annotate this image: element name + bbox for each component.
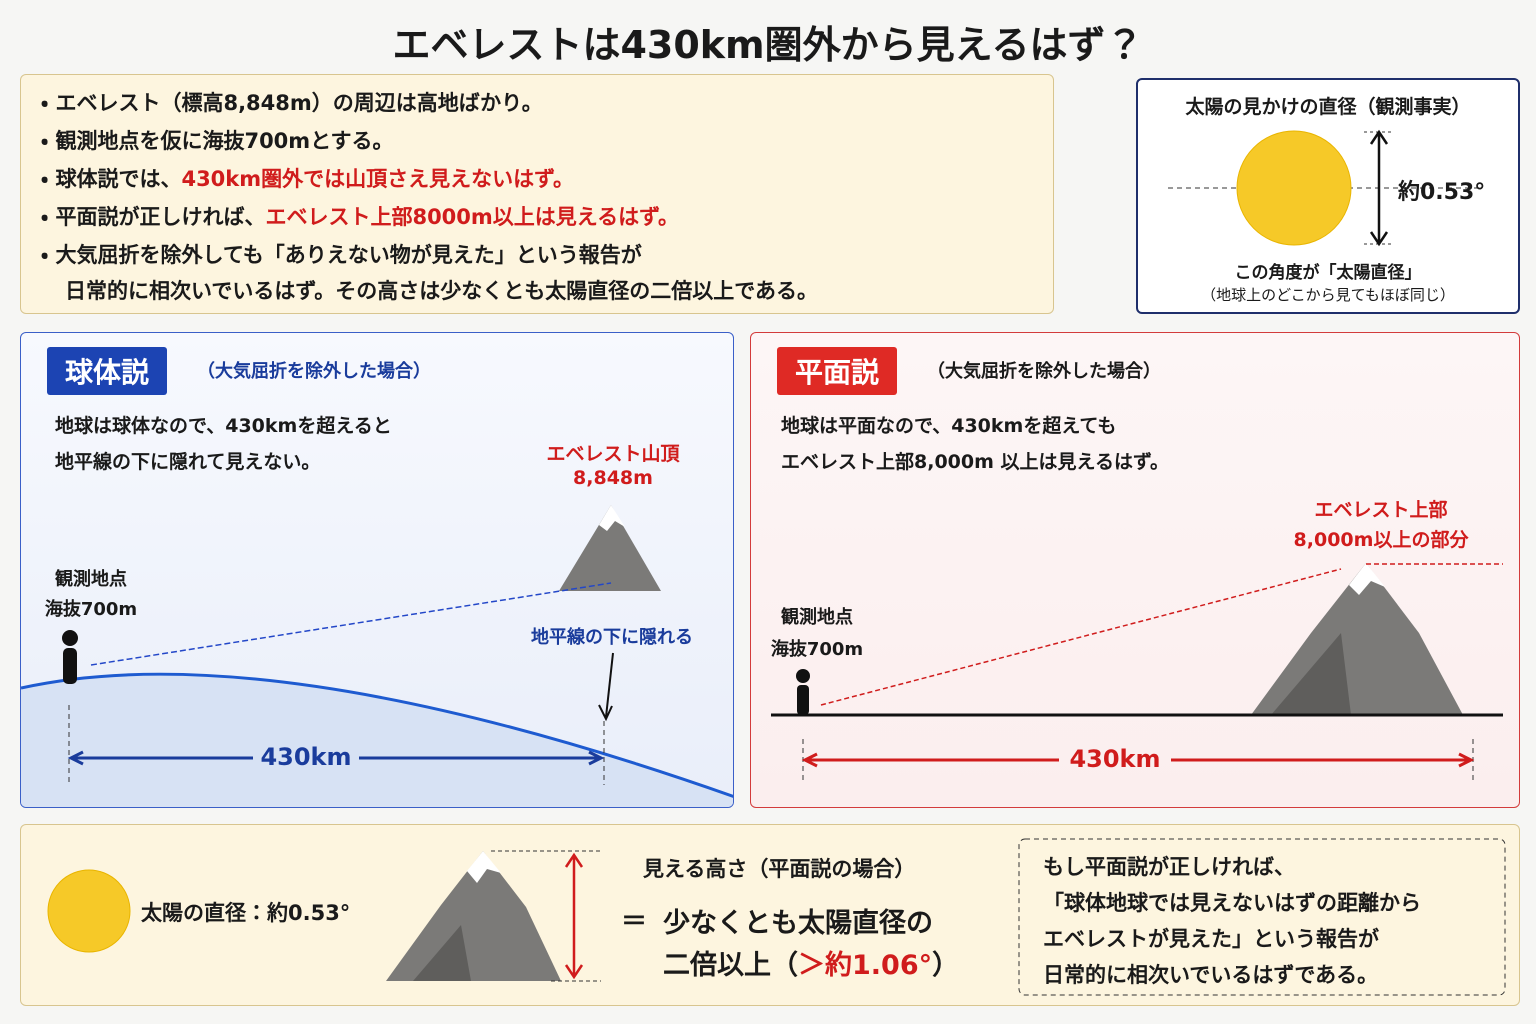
note: （大気屈折を除外した場合）: [927, 361, 1161, 382]
sun-title: 太陽の見かけの直径（観測事実）: [1185, 96, 1471, 118]
sun-angle: 約0.53°: [1398, 180, 1486, 205]
person: [63, 648, 77, 684]
sun-diagram: [1168, 129, 1478, 247]
distance: 430km: [260, 743, 352, 771]
snow: [467, 851, 501, 883]
flat-diagram: [771, 563, 1503, 783]
bullet: ・ 観測地点を仮に海抜700mとする。: [41, 129, 394, 153]
distance-arrow: [801, 752, 1475, 768]
person: [797, 685, 809, 715]
bullet-text: 球体説では、: [55, 167, 182, 191]
height-arrow: [564, 852, 584, 980]
bullet-text: 観測地点を仮に海抜700mとする。: [55, 129, 394, 153]
horizon: [21, 672, 733, 798]
arrow: [598, 652, 614, 722]
mountain-shade: [1271, 633, 1351, 715]
conclusion: エベレストが見えた」という報告が: [1043, 927, 1379, 951]
earth: [21, 674, 733, 807]
sun: [1236, 130, 1352, 246]
sun: [47, 869, 131, 953]
text: 地球は平面なので、430kmを超えても: [781, 415, 1117, 437]
bullet: ・ エベレスト（標高8,848m）の周辺は高地ばかり。: [41, 91, 543, 115]
observer: 海抜700m: [770, 639, 864, 660]
bullet-text: 平面説が正しければ、: [55, 205, 266, 229]
summit: エベレスト山頂: [546, 443, 680, 465]
line-text: ）: [932, 950, 960, 981]
globe-panel: 球体説 （大気屈折を除外した場合） 地球は球体なので、430kmを超えると 地平…: [20, 332, 734, 808]
line: 少なくとも太陽直径の: [663, 908, 933, 939]
summit: 8,000m以上の部分: [1293, 529, 1469, 551]
bottom-box: 太陽の直径：約0.53° 見える高さ（平面説の場合） ＝ 少なくとも太陽直径の …: [20, 824, 1520, 1006]
mountain-shade: [413, 925, 471, 981]
person: [62, 630, 78, 646]
line-text: 二倍以上（: [663, 950, 798, 981]
sun-box: 太陽の見かけの直径（観測事実） 約0.53° この角度が「太陽直径」 （地球上の…: [1136, 78, 1520, 314]
bullet: ・ 球体説では、430km圏外では山頂さえ見えないはず。: [41, 167, 575, 191]
conclusion: 「球体地球では見えないはずの距離から: [1043, 891, 1421, 915]
bullet-text: 大気屈折を除外しても「ありえない物が見えた」という報告が: [55, 243, 642, 267]
line: 二倍以上（＞約1.06°）: [663, 943, 959, 982]
summit: エベレスト上部: [1314, 499, 1448, 521]
bullet-emphasis: エベレスト上部8000m以上は見えるはず。: [265, 205, 680, 229]
arrow: [1369, 129, 1389, 247]
conclusion: もし平面説が正しければ、: [1043, 855, 1295, 879]
person: [796, 669, 810, 683]
text: 地球は球体なので、430kmを超えると: [55, 415, 392, 437]
hidden-label: 地平線の下に隠れる: [531, 627, 693, 648]
note: （大気屈折を除外した場合）: [197, 361, 431, 382]
badge: 球体説: [47, 347, 168, 395]
observer: 観測地点: [55, 569, 127, 590]
mountain: [386, 851, 561, 981]
heading: 見える高さ（平面説の場合）: [643, 857, 916, 881]
distance-arrow: [67, 750, 605, 766]
sight-line: [90, 582, 612, 666]
sight-line: [820, 568, 1342, 706]
intro-box: ・ エベレスト（標高8,848m）の周辺は高地ばかり。 ・ 観測地点を仮に海抜7…: [20, 74, 1054, 314]
equals: ＝: [621, 907, 648, 937]
sun-label: 太陽の直径：約0.53°: [141, 901, 351, 925]
conclusion-frame: [1018, 838, 1506, 996]
snow: [1349, 563, 1385, 595]
bullet-text: 日常的に相次いでいるはず。その高さは少なくとも太陽直径の二倍以上である。: [65, 279, 819, 303]
snow: [599, 505, 625, 531]
flat-panel: 平面説 （大気屈折を除外した場合） 地球は平面なので、430kmを超えても エベ…: [750, 332, 1520, 808]
observer: 観測地点: [781, 607, 853, 628]
bullet-emphasis: 430km圏外では山頂さえ見えないはず。: [181, 167, 575, 191]
summit: 8,848m: [573, 467, 653, 489]
mountain: [559, 505, 661, 591]
badge: 平面説: [777, 347, 898, 395]
bullet-text: エベレスト（標高8,848m）の周辺は高地ばかり。: [55, 91, 543, 115]
globe-diagram: [21, 505, 733, 807]
text: エベレスト上部8,000m 以上は見えるはず。: [781, 451, 1170, 473]
emphasis: ＞約1.06°: [798, 950, 933, 981]
distance: 430km: [1069, 745, 1161, 773]
caption: この角度が「太陽直径」: [1234, 263, 1422, 283]
bullet: ・ 大気屈折を除外しても「ありえない物が見えた」という報告が: [41, 243, 642, 267]
observer: 海抜700m: [44, 599, 138, 620]
bottom-diagram: [47, 838, 1506, 996]
conclusion: 日常的に相次いでいるはずである。: [1043, 963, 1379, 987]
title: エベレストは430km圏外から見えるはず？: [392, 23, 1144, 67]
bullet: ・ 平面説が正しければ、エベレスト上部8000m以上は見えるはず。: [41, 205, 680, 229]
caption: （地球上のどこから見てもほぼ同じ）: [1201, 286, 1455, 304]
text: 地平線の下に隠れて見えない。: [55, 451, 321, 473]
